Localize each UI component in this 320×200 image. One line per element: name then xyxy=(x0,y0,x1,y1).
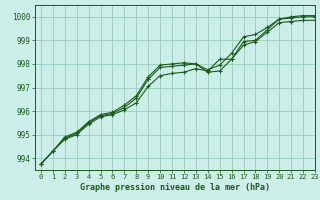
X-axis label: Graphe pression niveau de la mer (hPa): Graphe pression niveau de la mer (hPa) xyxy=(80,183,270,192)
